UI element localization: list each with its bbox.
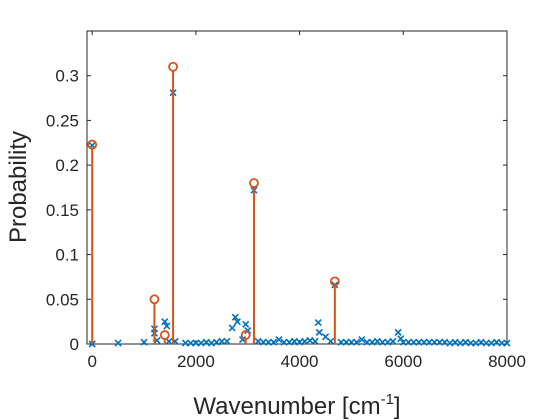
stem-marker — [149, 294, 160, 305]
cross-point — [347, 338, 356, 346]
y-tick-label: 0 — [70, 335, 79, 354]
cross-point — [327, 337, 335, 345]
cross-point — [163, 322, 171, 330]
cross-point — [410, 338, 418, 346]
cross-point — [114, 339, 122, 347]
cross-point — [315, 328, 323, 336]
cross-point — [399, 338, 407, 346]
cross-point — [482, 339, 490, 347]
y-tick-label: 0.2 — [55, 156, 79, 175]
cross-point — [389, 337, 397, 345]
cross-point — [233, 318, 241, 326]
y-tick-label: 0.25 — [46, 111, 79, 130]
cross-point — [181, 339, 190, 347]
cross-point — [290, 337, 298, 345]
cross-point — [197, 339, 205, 347]
cross-point — [467, 339, 475, 347]
cross-point — [218, 337, 226, 345]
y-tick-label: 0.1 — [55, 246, 79, 265]
x-tick-label: 4000 — [281, 352, 319, 371]
stem-marker — [168, 61, 178, 72]
cross-point — [498, 339, 506, 347]
cross-point — [207, 339, 216, 347]
cross-point — [477, 338, 485, 346]
cross-point — [353, 338, 361, 346]
cross-point — [363, 338, 371, 346]
cross-point — [223, 337, 231, 345]
cross-point — [192, 339, 200, 347]
cross-point — [436, 338, 444, 346]
cross-point — [213, 338, 221, 346]
stem-marker — [249, 178, 259, 188]
cross-point — [378, 338, 387, 346]
cross-point — [425, 338, 433, 346]
cross-point — [270, 338, 278, 346]
cross-point — [296, 338, 304, 346]
cross-point — [441, 338, 449, 346]
cross-point — [394, 328, 402, 336]
cross-point — [456, 339, 464, 347]
y-tick-label: 0.3 — [55, 67, 79, 86]
cross-point — [280, 338, 288, 346]
stem-marker — [159, 330, 170, 340]
cross-point — [187, 339, 195, 347]
cross-point — [358, 335, 366, 344]
cross-series — [88, 89, 511, 348]
cross-point — [420, 338, 428, 346]
stem-marker — [329, 276, 340, 287]
x-tick-label: 2000 — [177, 352, 215, 371]
x-axis-label-end: ] — [394, 393, 401, 420]
cross-point — [430, 338, 438, 346]
cross-point — [254, 337, 262, 345]
cross-point — [140, 338, 148, 346]
cross-point — [337, 338, 345, 346]
cross-point — [311, 337, 319, 345]
cross-point — [231, 313, 239, 321]
cross-point — [161, 318, 169, 326]
x-tick-label: 0 — [87, 352, 96, 371]
y-tick-label: 0.15 — [46, 201, 79, 220]
cross-point — [285, 338, 293, 346]
cross-point — [415, 338, 423, 346]
cross-point — [404, 338, 413, 346]
cross-point — [238, 335, 247, 344]
x-tick-label: 6000 — [384, 352, 422, 371]
stem-marker — [87, 139, 98, 150]
x-axis-label: Wavenumber [cm-1] — [193, 391, 400, 420]
cross-point — [314, 318, 322, 327]
y-axis-label: Probability — [5, 131, 32, 243]
cross-point — [446, 339, 454, 347]
stem-series — [87, 61, 340, 344]
cross-point — [259, 338, 267, 346]
x-tick-label: 8000 — [488, 352, 526, 371]
stem-marker — [240, 330, 251, 340]
cross-point — [264, 338, 273, 346]
cross-point — [368, 338, 376, 346]
x-axis: 0 2000 4000 6000 8000 — [87, 31, 526, 371]
cross-point — [384, 338, 392, 346]
cross-point — [242, 320, 250, 328]
cross-point — [451, 338, 459, 346]
y-tick-label: 0.05 — [46, 290, 79, 309]
cross-point — [472, 339, 480, 347]
x-axis-label-superscript: -1 — [381, 391, 394, 408]
cross-point — [342, 338, 350, 346]
x-axis-label-main: Wavenumber [cm — [193, 393, 380, 420]
cross-point — [373, 337, 381, 345]
cross-point — [487, 339, 496, 347]
cross-point — [461, 338, 470, 346]
cross-point — [306, 336, 314, 344]
cross-point — [228, 324, 236, 332]
cross-point — [493, 338, 501, 346]
cross-point — [202, 338, 210, 346]
cross-point — [503, 339, 511, 347]
cross-point — [301, 337, 309, 345]
cross-point — [275, 335, 283, 344]
